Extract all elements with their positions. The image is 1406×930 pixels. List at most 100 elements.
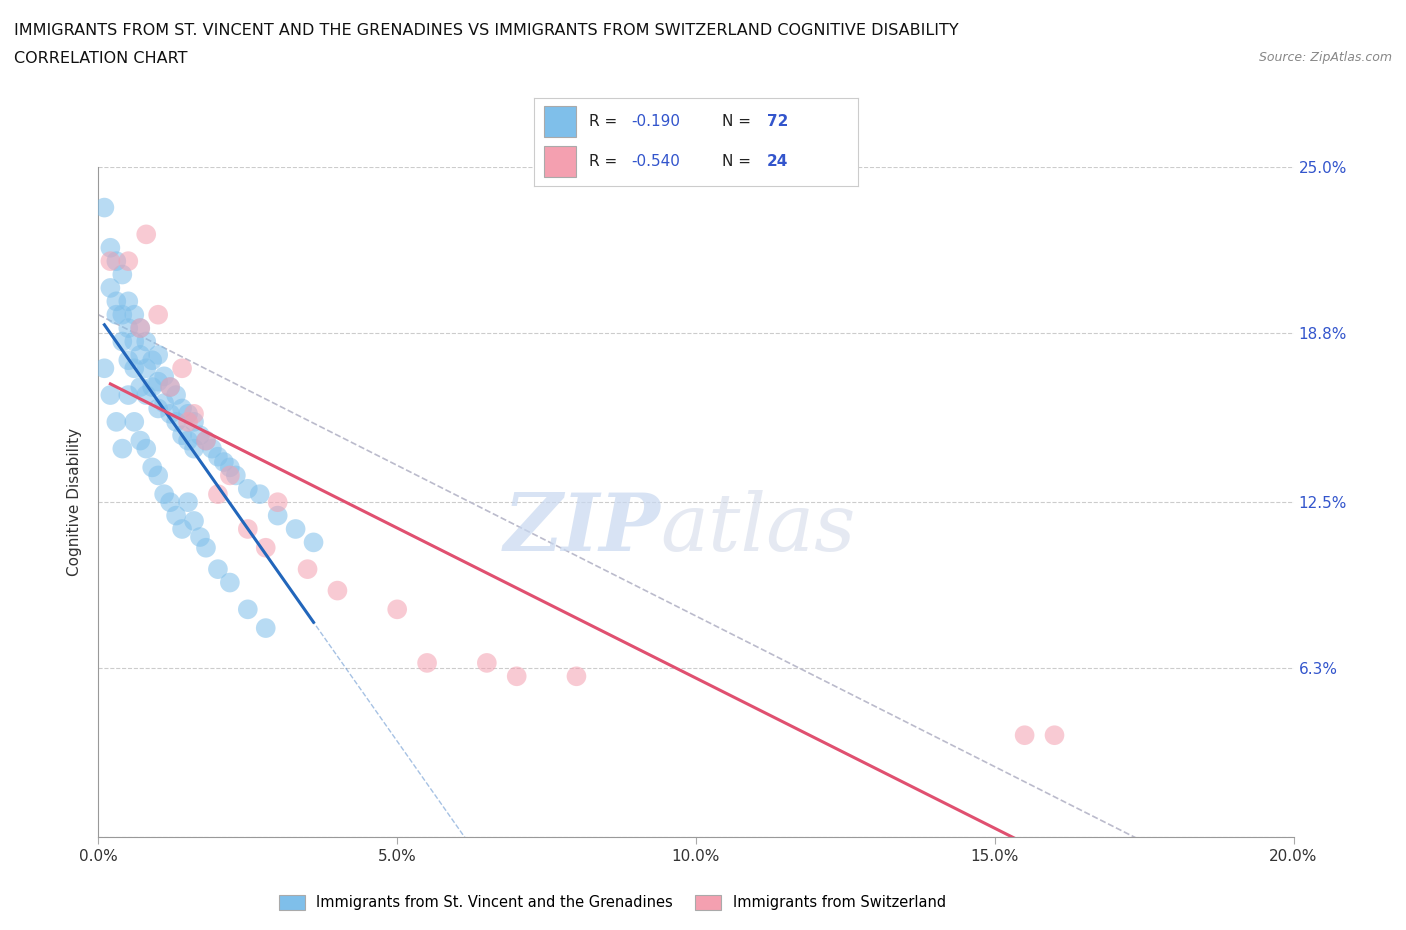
Text: CORRELATION CHART: CORRELATION CHART bbox=[14, 51, 187, 66]
Point bbox=[105, 415, 128, 430]
Text: N =: N = bbox=[721, 114, 755, 129]
Text: N =: N = bbox=[721, 153, 755, 168]
Point bbox=[117, 388, 139, 403]
Point bbox=[326, 583, 349, 598]
Point bbox=[153, 395, 176, 410]
Point bbox=[93, 361, 115, 376]
Point bbox=[254, 620, 277, 635]
Text: 24: 24 bbox=[768, 153, 789, 168]
Point bbox=[297, 562, 319, 577]
Point bbox=[172, 428, 194, 443]
Point bbox=[148, 468, 170, 483]
Point bbox=[148, 348, 170, 363]
Point bbox=[207, 449, 229, 464]
Legend: Immigrants from St. Vincent and the Grenadines, Immigrants from Switzerland: Immigrants from St. Vincent and the Gren… bbox=[278, 895, 946, 910]
Point bbox=[153, 486, 176, 501]
Point bbox=[135, 334, 157, 349]
Point bbox=[236, 602, 259, 617]
FancyBboxPatch shape bbox=[544, 146, 576, 177]
Point bbox=[183, 441, 205, 456]
Point bbox=[135, 388, 157, 403]
Text: R =: R = bbox=[589, 153, 623, 168]
Point bbox=[284, 522, 307, 537]
Point bbox=[135, 227, 157, 242]
Text: ZIP: ZIP bbox=[503, 490, 661, 567]
Point bbox=[207, 486, 229, 501]
Point bbox=[100, 240, 122, 255]
Point bbox=[416, 656, 439, 671]
Point bbox=[111, 334, 134, 349]
Point bbox=[267, 495, 290, 510]
Point bbox=[117, 294, 139, 309]
Text: Source: ZipAtlas.com: Source: ZipAtlas.com bbox=[1258, 51, 1392, 64]
Text: -0.190: -0.190 bbox=[631, 114, 681, 129]
Point bbox=[117, 254, 139, 269]
Point bbox=[117, 352, 139, 367]
Point bbox=[219, 468, 242, 483]
Point bbox=[188, 428, 211, 443]
Point bbox=[302, 535, 325, 550]
Point bbox=[165, 415, 187, 430]
Point bbox=[105, 307, 128, 322]
Point bbox=[219, 575, 242, 590]
Point bbox=[267, 508, 290, 523]
Point bbox=[111, 307, 134, 322]
Point bbox=[135, 441, 157, 456]
Point bbox=[105, 294, 128, 309]
Point bbox=[148, 401, 170, 416]
Point bbox=[117, 321, 139, 336]
Point bbox=[159, 379, 181, 394]
Point bbox=[177, 495, 200, 510]
Point bbox=[1043, 728, 1066, 743]
Point bbox=[249, 486, 271, 501]
Point bbox=[1014, 728, 1036, 743]
Point bbox=[195, 540, 218, 555]
Point bbox=[188, 529, 211, 544]
Point bbox=[385, 602, 409, 617]
Text: 72: 72 bbox=[768, 114, 789, 129]
Point bbox=[100, 388, 122, 403]
Point bbox=[236, 522, 259, 537]
Point bbox=[212, 455, 235, 470]
Point bbox=[100, 281, 122, 296]
Point bbox=[111, 441, 134, 456]
Point bbox=[177, 406, 200, 421]
Point bbox=[148, 307, 170, 322]
Point bbox=[207, 562, 229, 577]
Point bbox=[159, 495, 181, 510]
Point bbox=[141, 352, 163, 367]
Point bbox=[183, 415, 205, 430]
Point bbox=[124, 307, 146, 322]
Point bbox=[135, 361, 157, 376]
Point bbox=[183, 406, 205, 421]
Point bbox=[195, 433, 218, 448]
Text: IMMIGRANTS FROM ST. VINCENT AND THE GRENADINES VS IMMIGRANTS FROM SWITZERLAND CO: IMMIGRANTS FROM ST. VINCENT AND THE GREN… bbox=[14, 23, 959, 38]
Point bbox=[254, 540, 277, 555]
Point bbox=[124, 334, 146, 349]
Point bbox=[201, 441, 224, 456]
Point bbox=[165, 508, 187, 523]
Point bbox=[153, 369, 176, 384]
Point bbox=[159, 379, 181, 394]
Point bbox=[129, 433, 152, 448]
Point bbox=[141, 379, 163, 394]
Point bbox=[172, 361, 194, 376]
Text: atlas: atlas bbox=[661, 490, 855, 567]
Point bbox=[100, 254, 122, 269]
Point bbox=[124, 361, 146, 376]
Point bbox=[148, 374, 170, 389]
Point bbox=[565, 669, 588, 684]
Point bbox=[141, 460, 163, 475]
Point bbox=[183, 513, 205, 528]
Point bbox=[225, 468, 247, 483]
Point bbox=[165, 388, 187, 403]
Point bbox=[195, 433, 218, 448]
FancyBboxPatch shape bbox=[544, 106, 576, 137]
Point bbox=[236, 482, 259, 497]
Text: R =: R = bbox=[589, 114, 623, 129]
Y-axis label: Cognitive Disability: Cognitive Disability bbox=[67, 428, 83, 577]
Point bbox=[111, 267, 134, 282]
Point bbox=[506, 669, 529, 684]
Point bbox=[475, 656, 498, 671]
Point bbox=[105, 254, 128, 269]
